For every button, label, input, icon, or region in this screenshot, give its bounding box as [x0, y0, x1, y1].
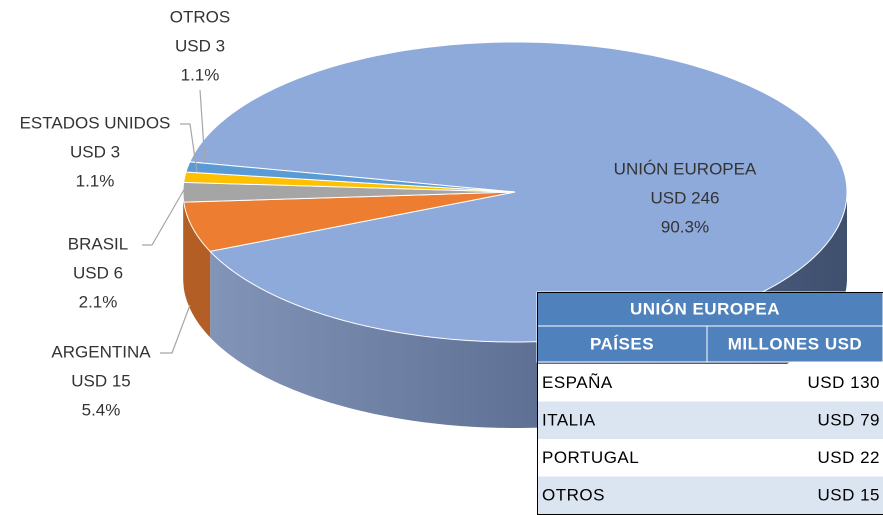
- table-header-bg: [536, 325, 708, 363]
- slice-label: OTROS: [170, 7, 230, 26]
- table: UNIÓN EUROPEA PAÍSES MILLONES USD ESPAÑA USD…: [536, 291, 883, 515]
- table-row-bg: [537, 401, 883, 439]
- pie-slice: [183, 191, 516, 252]
- table-header: PAÍSES: [590, 334, 654, 353]
- slice-label: UNIÓN EUROPEA: [614, 159, 757, 178]
- slice-percent: 2.1%: [79, 292, 118, 311]
- slice-amount: USD 6: [73, 263, 123, 282]
- table-cell: ITALIA: [542, 411, 596, 430]
- table-title: UNIÓN EUROPEA: [630, 299, 780, 318]
- table-cell: ESPAÑA: [542, 373, 613, 392]
- slice-percent: 1.1%: [181, 65, 220, 84]
- leader-line: [199, 89, 206, 164]
- table-cell: USD 15: [817, 486, 880, 505]
- table-cell: USD 130: [808, 373, 880, 392]
- slice-label: ESTADOS UNIDOS: [20, 113, 171, 132]
- pie-slice: [185, 161, 516, 193]
- slice-label: ARGENTINA: [51, 342, 151, 361]
- leader-line: [142, 187, 186, 246]
- pie-side: [183, 192, 184, 289]
- table-header: MILLONES USD: [728, 334, 862, 353]
- pie-slice: [189, 41, 848, 343]
- slice-amount: USD 3: [70, 142, 120, 161]
- slice-percent: 1.1%: [76, 171, 115, 190]
- slice-percent: 90.3%: [661, 217, 709, 236]
- table-row-bg: [537, 364, 883, 402]
- table-header-bg: [706, 325, 883, 363]
- pie-side: [183, 202, 211, 338]
- table-row-bg: [537, 439, 883, 477]
- slice-label: BRASIL: [68, 234, 128, 253]
- table-cell: USD 79: [817, 411, 880, 430]
- leader-line: [180, 123, 198, 173]
- table-cell: OTROS: [542, 486, 605, 505]
- slice-amount: USD 3: [175, 36, 225, 55]
- slice-amount: USD 15: [71, 371, 131, 390]
- slice-percent: 5.4%: [82, 400, 121, 419]
- table-cell: USD 22: [817, 448, 880, 467]
- leader-line: [160, 304, 191, 354]
- slice-amount: USD 246: [651, 188, 720, 207]
- table-cell: PORTUGAL: [542, 448, 639, 467]
- table-row-bg: [537, 476, 883, 514]
